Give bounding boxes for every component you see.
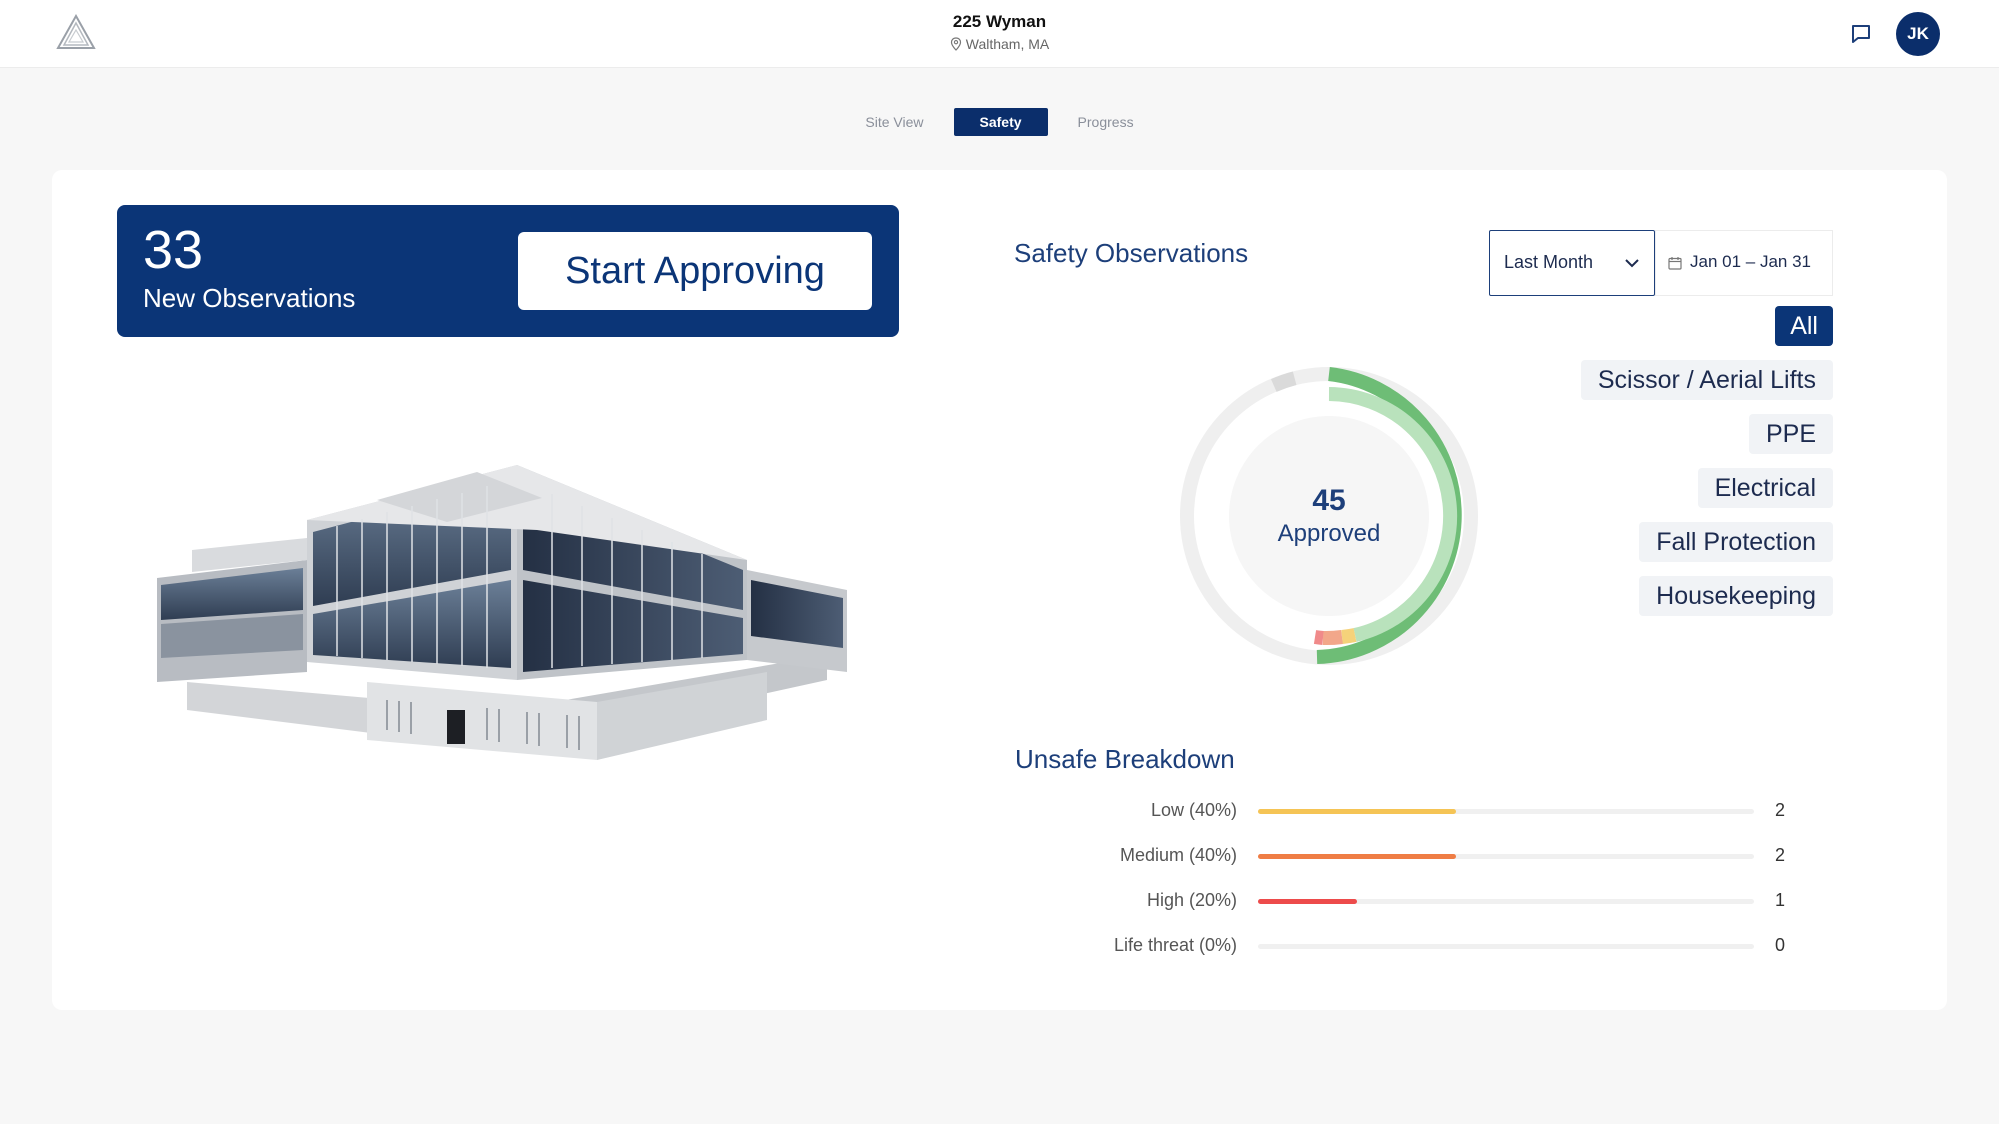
tab-site-view[interactable]: Site View	[865, 114, 924, 130]
breakdown-label: High (20%)	[1146, 890, 1237, 910]
date-range-picker[interactable]: Jan 01 – Jan 31	[1655, 230, 1833, 296]
breakdown-track	[1258, 809, 1754, 814]
donut-center-label: 45 Approved	[1169, 484, 1489, 548]
start-approving-button[interactable]: Start Approving	[518, 232, 872, 310]
breakdown-row-high: High (20%) 1	[1015, 878, 1815, 923]
breakdown-track	[1258, 854, 1754, 859]
safety-card: 33 New Observations Start Approving	[52, 170, 1947, 1010]
range-dropdown[interactable]: Last Month	[1489, 230, 1655, 296]
view-tabs: Site View Safety Progress	[0, 108, 1999, 136]
breakdown-label: Low (40%)	[1150, 800, 1237, 820]
donut-inner-disc	[1229, 416, 1429, 616]
building-model-image[interactable]	[147, 410, 907, 790]
filter-electrical[interactable]: Electrical	[1697, 468, 1833, 508]
tab-safety[interactable]: Safety	[953, 108, 1048, 136]
top-bar: 225 Wyman Waltham, MA JK	[0, 0, 1999, 68]
chat-icon[interactable]	[1848, 21, 1874, 47]
donut-high-arc	[1313, 630, 1324, 645]
chevron-down-icon	[1625, 259, 1639, 268]
date-range-value: Jan 01 – Jan 31	[1690, 252, 1811, 271]
breakdown-bar	[1258, 854, 1457, 859]
breakdown-label: Life threat (0%)	[1113, 935, 1237, 955]
site-header: 225 Wyman Waltham, MA	[0, 12, 1999, 52]
breakdown-row-low: Low (40%) 2	[1015, 788, 1815, 833]
filter-all[interactable]: All	[1775, 306, 1833, 346]
unsafe-breakdown-title: Unsafe Breakdown	[1015, 744, 1235, 774]
approved-donut-chart	[1180, 367, 1478, 665]
breakdown-label: Medium (40%)	[1119, 845, 1237, 865]
breakdown-row-medium: Medium (40%) 2	[1015, 833, 1815, 878]
breakdown-track	[1258, 944, 1754, 949]
filter-ppe[interactable]: PPE	[1748, 414, 1833, 454]
breakdown-count: 1	[1775, 890, 1786, 910]
breakdown-count: 2	[1775, 800, 1786, 820]
filter-fall-protection[interactable]: Fall Protection	[1639, 522, 1833, 562]
category-filters: All Scissor / Aerial Lifts PPE Electrica…	[1532, 306, 1833, 630]
breakdown-bar	[1258, 899, 1358, 904]
breakdown-bar	[1258, 809, 1457, 814]
site-location-text: Waltham, MA	[965, 36, 1050, 52]
filter-housekeeping[interactable]: Housekeeping	[1639, 576, 1833, 616]
breakdown-row-life-threat: Life threat (0%) 0	[1015, 923, 1815, 968]
site-location: Waltham, MA	[0, 36, 1999, 52]
filter-scissor-aerial-lifts[interactable]: Scissor / Aerial Lifts	[1580, 360, 1833, 400]
donut-pending-arc	[1270, 371, 1297, 392]
new-observations-count: 33	[143, 220, 204, 280]
calendar-icon	[1668, 257, 1682, 270]
approved-label: Approved	[1277, 520, 1381, 547]
breakdown-track	[1258, 899, 1754, 904]
site-name: 225 Wyman	[952, 12, 1047, 31]
breakdown-count: 0	[1775, 935, 1786, 955]
approved-count: 45	[1312, 484, 1346, 517]
donut-approved-inner-arc	[1328, 387, 1458, 642]
new-observations-banner: 33 New Observations Start Approving	[117, 205, 899, 337]
donut-low-arc	[1341, 628, 1357, 644]
triangle-logo-icon[interactable]	[56, 14, 96, 50]
user-avatar[interactable]: JK	[1896, 12, 1940, 56]
range-dropdown-value: Last Month	[1504, 252, 1594, 272]
map-pin-icon	[950, 37, 961, 51]
safety-observations-title: Safety Observations	[1014, 238, 1249, 268]
unsafe-breakdown-list: Low (40%) 2 Medium (40%) 2 High (20%) 1 …	[1015, 788, 1815, 968]
breakdown-count: 2	[1775, 845, 1786, 865]
tab-progress[interactable]: Progress	[1077, 114, 1134, 130]
donut-medium-arc	[1322, 630, 1343, 646]
new-observations-label: New Observations	[143, 283, 356, 313]
